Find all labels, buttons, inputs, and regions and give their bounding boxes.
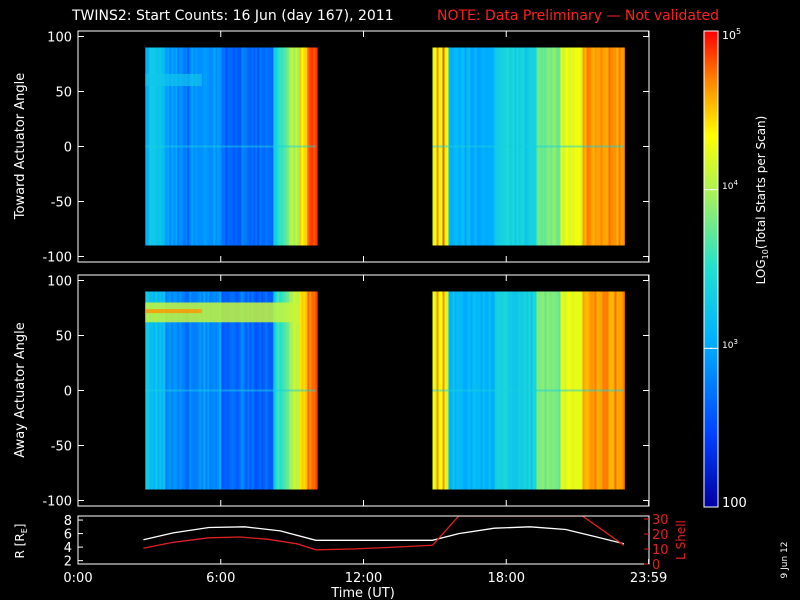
colorbar: 105 104 103 100 LOG10(Total Starts per S… [703, 27, 770, 511]
colorbar-bottom-label: 100 [722, 496, 747, 511]
time-xtick-label: 23:59 [630, 571, 667, 586]
radius-line [143, 526, 625, 545]
toward-ytick-label: -100 [42, 251, 72, 266]
l-shell-ytick-label: 10 [652, 543, 669, 558]
away-ytick-label: -100 [42, 495, 72, 510]
plot-title: TWINS2: Start Counts: 16 Jun (day 167), … [72, 8, 394, 24]
time-xtick-label: 6:00 [206, 571, 235, 586]
l-shell-line [143, 516, 625, 551]
time-xtick-label: 18:00 [488, 571, 525, 586]
colorbar-top-label: 105 [722, 27, 741, 42]
toward-heatmap-panel: 100 50 0 -50 -100 Toward Actuator Angle [13, 30, 650, 266]
away-ytick-label: 100 [47, 275, 72, 290]
r-ytick-label: 2 [64, 555, 72, 570]
toward-ytick-label: 100 [47, 31, 72, 46]
r-ytick-label: 8 [64, 514, 72, 529]
generated-date: 9 Jun 12 [780, 542, 790, 579]
toward-zero-line [432, 145, 624, 148]
toward-high-angle-band [145, 73, 202, 86]
colorbar-gradient [704, 31, 718, 507]
away-high-angle-band [145, 302, 300, 323]
toward-y-axis-label: Toward Actuator Angle [13, 73, 28, 220]
r-ytick-label: 6 [64, 528, 72, 543]
l-shell-ytick-label: 30 [652, 513, 669, 528]
colorbar-axis-label: LOG10(Total Starts per Scan) [754, 116, 770, 285]
l-shell-ytick-label: 20 [652, 528, 669, 543]
preliminary-note: NOTE: Data Preliminary — Not validated [437, 8, 719, 24]
time-axis-label: Time (UT) [330, 586, 395, 600]
away-zero-line [145, 389, 316, 392]
l-shell-ytick-label: 0 [652, 558, 660, 573]
toward-ytick-label: 50 [55, 86, 72, 101]
away-heatmap-panel: 100 50 0 -50 -100 Away Actuator Angle [13, 274, 650, 510]
r-ytick-label: 4 [64, 541, 72, 556]
r-axis-label: R [RE] [13, 524, 29, 559]
away-y-axis-label: Away Actuator Angle [13, 322, 28, 457]
away-heatmap-cell [315, 291, 318, 490]
toward-zero-line [145, 145, 316, 148]
away-ytick-label: 0 [64, 385, 72, 400]
away-zero-line [432, 389, 624, 392]
toward-heatmap-cell [315, 47, 318, 246]
time-xtick-label: 12:00 [345, 571, 382, 586]
l-shell-axis-label: L Shell [674, 520, 688, 560]
time-xtick-label: 0:00 [63, 571, 92, 586]
away-ytick-label: 50 [55, 330, 72, 345]
colorbar-mid-label: 104 [722, 179, 738, 192]
toward-ytick-label: 0 [64, 141, 72, 156]
colorbar-low-label: 103 [722, 338, 738, 351]
away-ytick-label: -50 [51, 440, 72, 455]
toward-ytick-label: -50 [51, 196, 72, 211]
away-high-angle-core [145, 309, 202, 314]
